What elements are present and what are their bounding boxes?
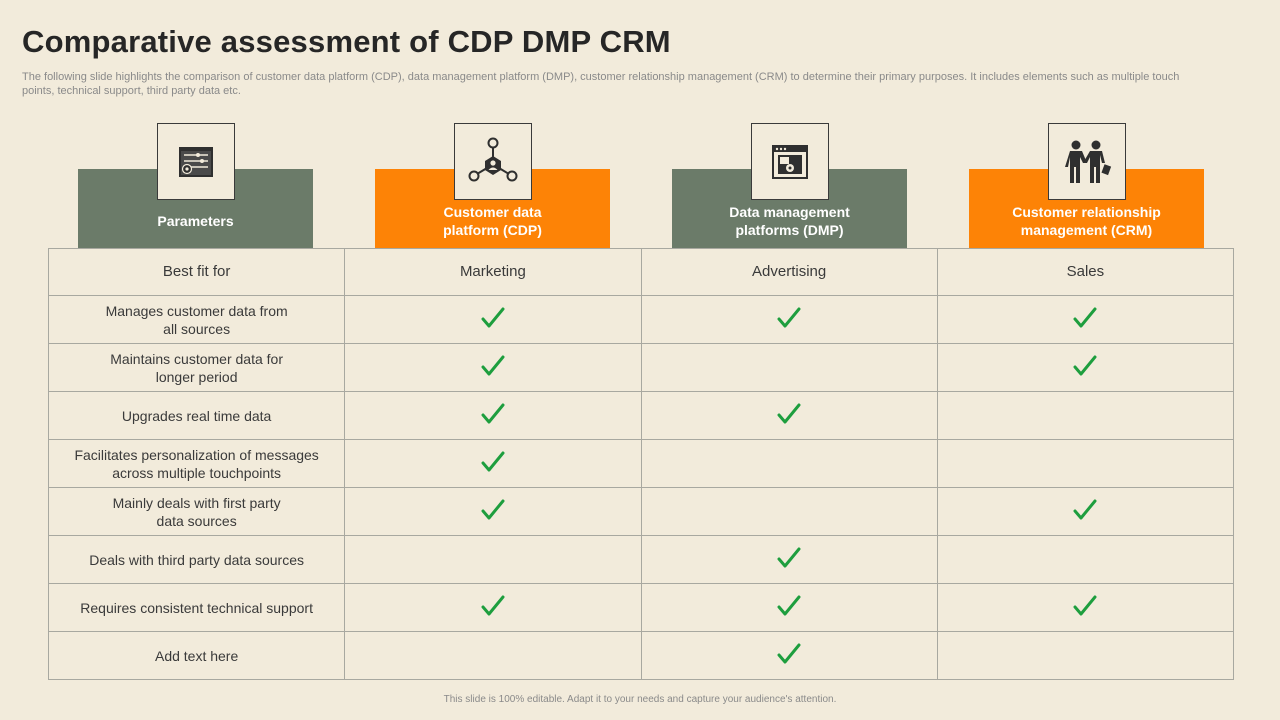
cell-crm — [936, 439, 1235, 488]
column-header-label: Customer data platform (CDP) — [443, 204, 542, 238]
table-row: Maintains customer data for longer perio… — [47, 343, 1235, 392]
checkmark-icon — [481, 451, 505, 471]
table-row: Requires consistent technical support — [47, 583, 1235, 632]
browser-window-gear-icon — [751, 123, 829, 200]
cell-crm — [936, 295, 1235, 344]
footer-note: This slide is 100% editable. Adapt it to… — [443, 694, 837, 705]
cell-crm — [936, 583, 1235, 632]
checkmark-icon — [481, 307, 505, 327]
comparison-table: Best fit for Marketing Advertising Sales… — [47, 248, 1235, 680]
cell-cdp — [344, 439, 642, 488]
checkmark-icon — [1073, 307, 1097, 327]
cell-dmp — [640, 583, 938, 632]
cell-crm — [936, 391, 1235, 440]
row-parameter: Manages customer data from all sources — [47, 295, 346, 344]
row-parameter: Add text here — [47, 631, 346, 680]
page-title: Comparative assessment of CDP DMP CRM — [22, 24, 671, 59]
cell-dmp — [640, 439, 938, 488]
best-fit-label: Best fit for — [47, 248, 346, 296]
cell-crm — [936, 343, 1235, 392]
cell-dmp — [640, 535, 938, 584]
cell-cdp — [344, 343, 642, 392]
table-row: Facilitates personalization of messages … — [47, 439, 1235, 488]
table-row: Add text here — [47, 631, 1235, 680]
best-fit-cdp: Marketing — [344, 248, 642, 296]
cell-dmp — [640, 487, 938, 536]
checkmark-icon — [777, 403, 801, 423]
row-parameter: Maintains customer data for longer perio… — [47, 343, 346, 392]
cell-cdp — [344, 487, 642, 536]
cell-dmp — [640, 631, 938, 680]
column-header-label: Customer relationship management (CRM) — [1012, 204, 1161, 238]
column-header-label: Parameters — [157, 213, 234, 229]
table-row: Deals with third party data sources — [47, 535, 1235, 584]
page-subtitle: The following slide highlights the compa… — [22, 71, 1180, 97]
column-header-parameters: Parameters — [78, 169, 313, 248]
best-fit-dmp: Advertising — [640, 248, 938, 296]
cell-cdp — [344, 535, 642, 584]
checkmark-icon — [777, 547, 801, 567]
cell-dmp — [640, 391, 938, 440]
checkmark-icon — [481, 499, 505, 519]
table-row: Manages customer data from all sources — [47, 295, 1235, 344]
cell-cdp — [344, 295, 642, 344]
row-parameter: Upgrades real time data — [47, 391, 346, 440]
checkmark-icon — [1073, 595, 1097, 615]
row-parameter: Requires consistent technical support — [47, 583, 346, 632]
cell-cdp — [344, 631, 642, 680]
checkmark-icon — [1073, 499, 1097, 519]
checkmark-icon — [777, 595, 801, 615]
checkmark-icon — [777, 643, 801, 663]
handshake-people-icon — [1048, 123, 1126, 200]
cell-cdp — [344, 391, 642, 440]
cell-crm — [936, 631, 1235, 680]
column-header-label: Data management platforms (DMP) — [729, 204, 850, 238]
checkmark-icon — [777, 307, 801, 327]
cell-crm — [936, 535, 1235, 584]
cell-dmp — [640, 343, 938, 392]
table-row: Mainly deals with first party data sourc… — [47, 487, 1235, 536]
table-row: Upgrades real time data — [47, 391, 1235, 440]
cell-dmp — [640, 295, 938, 344]
table-row: Best fit for Marketing Advertising Sales — [47, 248, 1235, 296]
row-parameter: Mainly deals with first party data sourc… — [47, 487, 346, 536]
dashboard-settings-icon — [157, 123, 235, 200]
best-fit-crm: Sales — [936, 248, 1235, 296]
checkmark-icon — [481, 355, 505, 375]
row-parameter: Deals with third party data sources — [47, 535, 346, 584]
cell-cdp — [344, 583, 642, 632]
network-hub-icon — [454, 123, 532, 200]
row-parameter: Facilitates personalization of messages … — [47, 439, 346, 488]
checkmark-icon — [1073, 355, 1097, 375]
column-headers: Parameters Customer data platform (CDP) … — [0, 0, 1280, 250]
cell-crm — [936, 487, 1235, 536]
checkmark-icon — [481, 403, 505, 423]
checkmark-icon — [481, 595, 505, 615]
column-header-crm: Customer relationship management (CRM) — [969, 169, 1204, 248]
